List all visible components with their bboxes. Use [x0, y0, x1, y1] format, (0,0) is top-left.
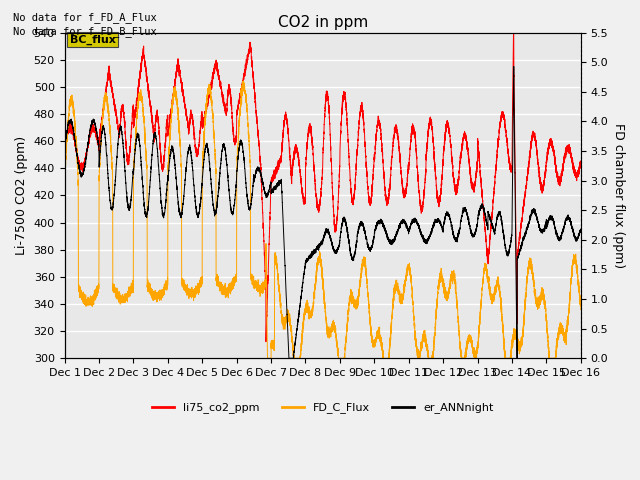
Text: No data for f_FD_A_Flux: No data for f_FD_A_Flux — [13, 12, 157, 23]
FD_C_Flux — [174, 111, 182, 117]
er_ANNnight — [577, 227, 585, 233]
Y-axis label: FD chamber flux (ppm): FD chamber flux (ppm) — [612, 123, 625, 268]
li75_co2_ppm — [508, 135, 516, 141]
li75_co2_ppm — [61, 142, 68, 148]
li75_co2_ppm — [185, 131, 193, 136]
li75_co2_ppm — [77, 163, 85, 169]
li75_co2_ppm — [117, 114, 125, 120]
FD_C_Flux — [264, 355, 271, 361]
Legend: li75_co2_ppm, FD_C_Flux, er_ANNnight: li75_co2_ppm, FD_C_Flux, er_ANNnight — [147, 398, 498, 418]
Line: FD_C_Flux: FD_C_Flux — [65, 81, 581, 358]
er_ANNnight — [185, 147, 193, 153]
li75_co2_ppm — [334, 209, 342, 215]
er_ANNnight — [61, 145, 68, 151]
er_ANNnight — [174, 195, 182, 201]
li75_co2_ppm — [509, 30, 517, 36]
Line: er_ANNnight: er_ANNnight — [65, 66, 581, 358]
li75_co2_ppm — [577, 161, 585, 167]
er_ANNnight — [508, 209, 516, 215]
Text: BC_flux: BC_flux — [70, 35, 116, 45]
li75_co2_ppm — [174, 60, 182, 66]
er_ANNnight — [117, 125, 125, 131]
li75_co2_ppm — [262, 339, 270, 345]
FD_C_Flux — [77, 294, 85, 300]
Y-axis label: Li-7500 CO2 (ppm): Li-7500 CO2 (ppm) — [15, 136, 28, 255]
FD_C_Flux — [185, 293, 193, 299]
FD_C_Flux — [508, 339, 516, 345]
Title: CO2 in ppm: CO2 in ppm — [278, 15, 368, 30]
FD_C_Flux — [334, 349, 342, 355]
Text: No data for f_FD_B_Flux: No data for f_FD_B_Flux — [13, 26, 157, 37]
er_ANNnight — [334, 247, 342, 253]
er_ANNnight — [77, 170, 85, 176]
FD_C_Flux — [117, 294, 125, 300]
FD_C_Flux — [577, 307, 585, 312]
er_ANNnight — [285, 355, 292, 361]
FD_C_Flux — [240, 78, 248, 84]
Line: li75_co2_ppm: li75_co2_ppm — [65, 33, 581, 342]
er_ANNnight — [510, 63, 518, 69]
FD_C_Flux — [61, 184, 68, 190]
